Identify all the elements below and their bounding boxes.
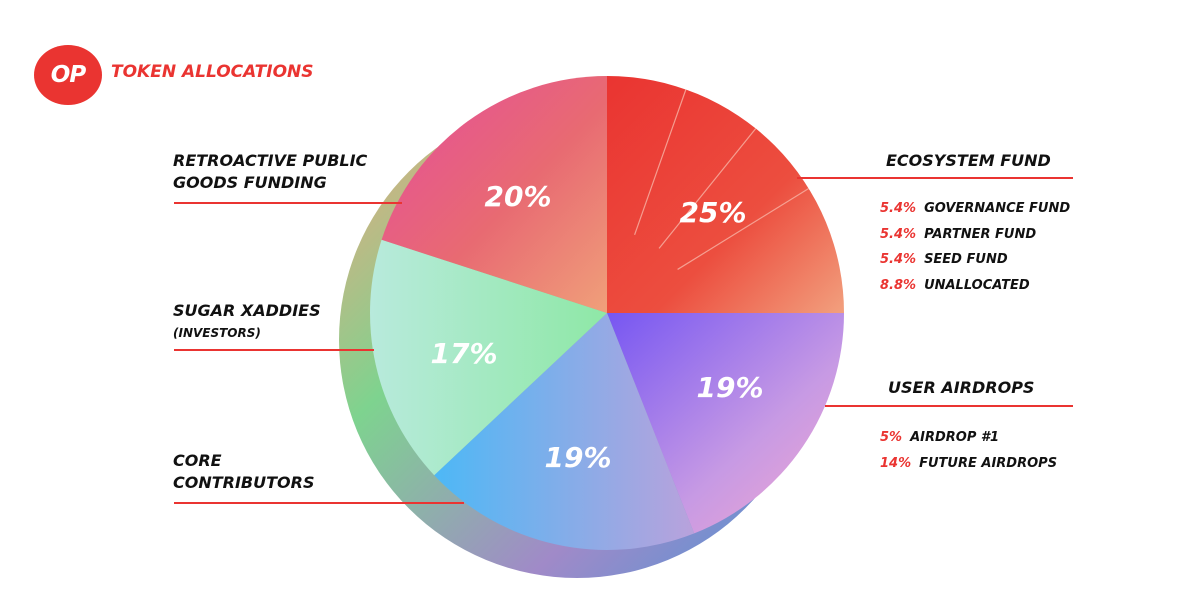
ecosystem-subdivision-line [634, 89, 687, 235]
label-airdrops: USER AIRDROPS [888, 378, 1035, 397]
slice-investors [370, 239, 607, 476]
label-core: CORE CONTRIBUTORS [173, 451, 315, 492]
breakdown-item: 5.4% SEED FUND [880, 252, 1008, 267]
chart-title: TOKEN ALLOCATIONS [111, 62, 314, 82]
label-investors: SUGAR XADDIES (INVESTORS) [173, 301, 321, 340]
label-ecosystem: ECOSYSTEM FUND [886, 151, 1051, 170]
breakdown-item: 5.4% GOVERNANCE FUND [880, 201, 1071, 216]
slice-label-retro: 20% [484, 180, 551, 213]
leader-line-airdrops [825, 405, 1073, 407]
ecosystem-subdivision-line [658, 128, 757, 249]
op-logo: OP [34, 45, 102, 105]
breakdown-item: 5% AIRDROP #1 [880, 430, 999, 445]
leader-line-retro [174, 202, 402, 204]
breakdown-item: 14% FUTURE AIRDROPS [880, 456, 1058, 471]
slice-core [434, 313, 695, 551]
leader-line-ecosystem [797, 177, 1073, 179]
leader-line-investors [174, 349, 374, 351]
breakdown-item: 8.8% UNALLOCATED [880, 278, 1030, 293]
leader-line-core [174, 502, 464, 504]
slice-label-investors: 17% [430, 337, 497, 370]
slice-label-core: 19% [544, 441, 611, 474]
slice-airdrops [607, 313, 844, 534]
slice-ecosystem [607, 76, 844, 313]
slice-label-airdrops: 19% [696, 371, 763, 404]
slice-label-ecosystem: 25% [679, 196, 746, 229]
label-retro: RETROACTIVE PUBLIC GOODS FUNDING [173, 151, 368, 192]
breakdown-item: 5.4% PARTNER FUND [880, 227, 1037, 242]
slice-retro [381, 76, 607, 313]
ecosystem-subdivision-line [677, 188, 810, 270]
